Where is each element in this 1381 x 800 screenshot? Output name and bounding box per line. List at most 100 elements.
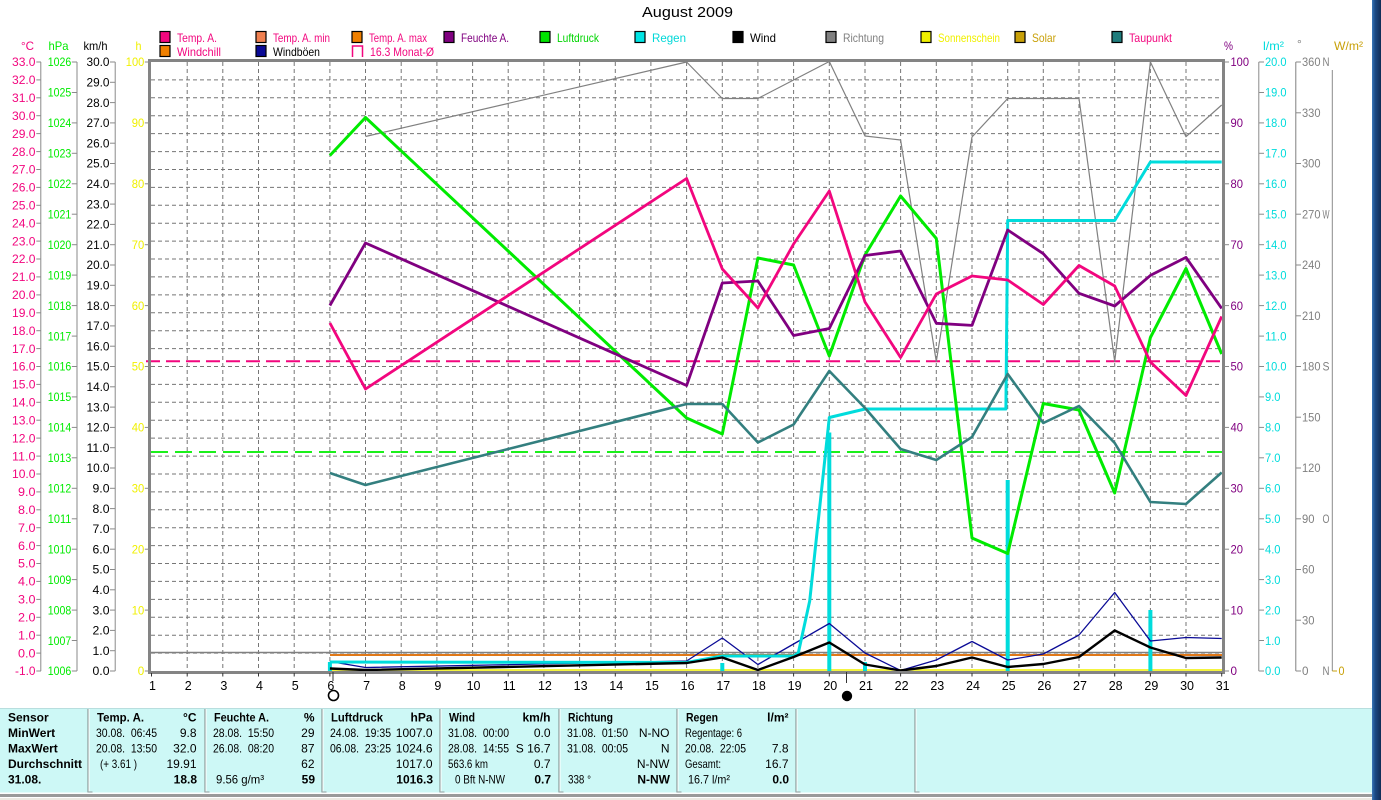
svg-text:11.0: 11.0 <box>87 441 110 455</box>
svg-text:13.0: 13.0 <box>87 400 110 414</box>
svg-text:19: 19 <box>788 679 802 693</box>
svg-text:1010: 1010 <box>48 542 72 556</box>
svg-text:N-NW: N-NW <box>637 757 670 771</box>
svg-text:MinWert: MinWert <box>8 726 55 740</box>
svg-text:10.0: 10.0 <box>12 467 36 481</box>
svg-text:22: 22 <box>895 679 909 693</box>
svg-text:338 °: 338 ° <box>568 773 591 787</box>
svg-text:Temp. A.: Temp. A. <box>97 711 144 725</box>
svg-text:hPa: hPa <box>49 39 69 53</box>
svg-text:7.0: 7.0 <box>1265 451 1281 465</box>
svg-text:1016: 1016 <box>48 360 72 374</box>
svg-text:30.0: 30.0 <box>87 55 110 69</box>
svg-text:60: 60 <box>132 299 145 313</box>
svg-text:1022: 1022 <box>48 177 72 191</box>
svg-text:Gesamt:: Gesamt: <box>685 757 721 771</box>
svg-text:7: 7 <box>363 679 370 693</box>
svg-text:5.0: 5.0 <box>1265 512 1281 526</box>
svg-text:6.0: 6.0 <box>1265 482 1281 496</box>
svg-text:1.0: 1.0 <box>93 644 110 658</box>
svg-text:0: 0 <box>138 664 145 678</box>
svg-text:Sonnenschein: Sonnenschein <box>938 31 1000 45</box>
svg-text:60: 60 <box>1302 563 1315 577</box>
svg-text:O: O <box>1323 512 1330 526</box>
svg-text:9.0: 9.0 <box>18 485 36 499</box>
svg-text:3.0: 3.0 <box>18 593 36 607</box>
svg-text:20: 20 <box>1231 542 1244 556</box>
svg-text:9.0: 9.0 <box>1265 390 1281 404</box>
svg-text:80: 80 <box>132 177 145 191</box>
svg-text:%: % <box>1224 39 1233 53</box>
svg-text:25: 25 <box>1002 679 1016 693</box>
svg-text:150: 150 <box>1302 410 1321 424</box>
svg-text:10.0: 10.0 <box>87 461 110 475</box>
svg-text:26.08. 08:20: 26.08. 08:20 <box>213 742 274 756</box>
svg-text:24: 24 <box>966 679 980 693</box>
svg-text:0: 0 <box>1231 664 1238 678</box>
svg-text:1007.0: 1007.0 <box>396 726 433 740</box>
svg-text:1026: 1026 <box>48 55 72 69</box>
svg-text:13.0: 13.0 <box>12 413 36 427</box>
svg-text:28: 28 <box>1109 679 1123 693</box>
svg-text:30.0: 30.0 <box>12 109 36 123</box>
svg-text:Luftdruck: Luftdruck <box>331 711 383 725</box>
svg-text:1006: 1006 <box>48 664 72 678</box>
svg-text:10.0: 10.0 <box>1265 360 1287 374</box>
svg-text:5.0: 5.0 <box>93 563 110 577</box>
svg-text:18.0: 18.0 <box>12 324 36 338</box>
svg-text:Feuchte A.: Feuchte A. <box>214 711 269 725</box>
svg-text:7.0: 7.0 <box>18 521 36 535</box>
svg-text:3: 3 <box>220 679 227 693</box>
svg-text:17.0: 17.0 <box>87 319 110 333</box>
svg-text:4: 4 <box>256 679 263 693</box>
svg-text:100: 100 <box>1231 55 1250 69</box>
svg-text:0.0: 0.0 <box>18 646 36 660</box>
svg-text:40: 40 <box>1231 421 1244 435</box>
svg-text:8.0: 8.0 <box>93 502 110 516</box>
svg-text:0.0: 0.0 <box>93 664 110 678</box>
svg-text:15.0: 15.0 <box>87 360 110 374</box>
svg-text:27.0: 27.0 <box>12 163 36 177</box>
svg-text:6: 6 <box>327 679 334 693</box>
svg-text:90: 90 <box>132 116 145 130</box>
svg-text:1017: 1017 <box>48 329 72 343</box>
svg-text:32.0: 32.0 <box>12 73 36 87</box>
svg-text:24.0: 24.0 <box>87 177 110 191</box>
svg-text:0.0: 0.0 <box>772 773 789 787</box>
svg-text:20.0: 20.0 <box>12 288 36 302</box>
svg-text:N: N <box>1323 55 1330 69</box>
svg-text:4.0: 4.0 <box>1265 542 1281 556</box>
svg-text:1015: 1015 <box>48 390 72 404</box>
svg-text:N: N <box>661 742 670 756</box>
svg-text:6.0: 6.0 <box>93 542 110 556</box>
svg-text:1011: 1011 <box>48 512 72 526</box>
svg-text:360: 360 <box>1302 55 1321 69</box>
svg-text:18.0: 18.0 <box>87 299 110 313</box>
svg-text:330: 330 <box>1302 106 1321 120</box>
svg-text:27.0: 27.0 <box>87 116 110 130</box>
svg-text:31.08. 00:00: 31.08. 00:00 <box>448 726 509 740</box>
svg-text:21.0: 21.0 <box>12 270 36 284</box>
svg-text:1012: 1012 <box>48 482 72 496</box>
svg-text:5.0: 5.0 <box>18 557 36 571</box>
svg-text:1024: 1024 <box>48 116 72 130</box>
svg-text:km/h: km/h <box>522 711 550 725</box>
svg-text:26.0: 26.0 <box>12 181 36 195</box>
svg-text:32.0: 32.0 <box>173 742 197 756</box>
svg-text:1023: 1023 <box>48 147 72 161</box>
svg-text:19.91: 19.91 <box>166 757 196 771</box>
svg-text:29: 29 <box>301 726 315 740</box>
svg-text:Feuchte A.: Feuchte A. <box>461 31 509 45</box>
svg-text:11: 11 <box>503 679 516 693</box>
svg-text:N: N <box>1323 664 1330 678</box>
svg-text:5: 5 <box>292 679 299 693</box>
svg-text:10: 10 <box>467 679 481 693</box>
svg-text:Regen: Regen <box>652 31 686 45</box>
svg-text:h: h <box>136 39 142 53</box>
svg-text:Regentage: 6: Regentage: 6 <box>685 726 742 740</box>
svg-text:Richtung: Richtung <box>568 711 613 725</box>
svg-text:0.0: 0.0 <box>1265 664 1281 678</box>
svg-text:1007: 1007 <box>48 634 72 648</box>
svg-text:8.0: 8.0 <box>1265 421 1281 435</box>
svg-text:Temp. A. max: Temp. A. max <box>369 31 427 45</box>
